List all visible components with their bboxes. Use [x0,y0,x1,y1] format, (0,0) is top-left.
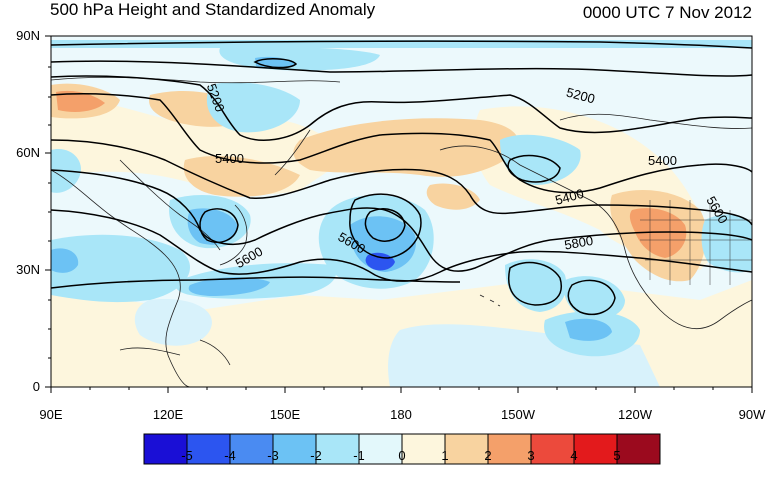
colorbar-label: -4 [224,448,236,463]
kamchatka-coastline [274,129,311,176]
contour-labels: 5200 5200 5400 5400 5400 5600 5600 5600 … [204,81,731,271]
x-axis-label: 120W [618,407,652,422]
positive-strong-region [629,208,687,258]
contour-label: 5400 [554,186,586,208]
colorbar-swatch [616,433,661,465]
contour-label: 5400 [648,153,677,168]
alaska-coastline [439,145,753,329]
negative-strong-region [51,248,79,273]
hawaii-islands [479,294,501,307]
negative-mid-region [701,214,752,273]
indonesia-coastline [119,339,231,366]
contour-label: 5200 [565,85,597,107]
y-axis-label: 30N [16,262,40,277]
colorbar-swatch [143,433,188,465]
north-america-coastline [559,113,753,129]
x-axis-label: 90E [39,407,63,422]
colorbar-swatch [530,433,575,465]
colorbar-label: 5 [613,448,621,463]
colorbar [143,433,661,465]
height-contours [50,40,753,316]
state-borders [640,200,752,285]
y-axis-label: 0 [32,379,40,394]
colorbar-swatch [401,433,446,465]
contour-line [50,169,753,272]
contour-line [349,193,422,259]
y-axis-label: 60N [16,145,40,160]
colorbar-label: 1 [441,448,449,463]
contour-line [508,261,562,306]
contour-line [50,139,753,226]
negative-mid-region [206,82,300,133]
anomaly-shading [51,40,752,387]
asia-coastline [50,169,191,388]
contour-line [364,208,406,242]
colorbar-swatch [487,433,532,465]
x-axis-label: 150E [269,407,301,422]
positive-strong-region [56,90,105,112]
colorbar-label: -5 [181,448,193,463]
negative-light-region [134,299,212,346]
x-axis-label: 180 [390,407,412,422]
contour-line [567,279,616,316]
contour-line [50,40,753,49]
contour-line [50,93,753,194]
positive-mid-region [293,118,519,177]
negative-mid-region [500,134,581,185]
colorbar-label: -1 [353,448,365,463]
contour-label: 5400 [215,151,244,166]
plot-frame [45,35,753,393]
negative-strong-region [565,318,612,341]
coastlines [50,76,753,388]
negative-mid-region [505,259,567,312]
contour-line [50,75,753,141]
x-axis-label: 90W [738,407,766,422]
x-axis-label: 150W [501,407,535,422]
arctic-coastline [50,76,341,84]
colorbar-label: 3 [527,448,535,463]
contour-label: 5800 [563,233,594,253]
contour-line [50,209,753,282]
y-axis-label: 90N [16,28,40,43]
contour-line [507,154,561,183]
x-axis-label: 120E [152,407,184,422]
japan-coastline [219,204,248,266]
negative-strong-region [187,208,238,245]
contour-line [50,276,461,289]
colorbar-swatch [573,433,618,465]
negative-deep-region [365,252,395,271]
contour-line [253,58,298,69]
timestamp: 0000 UTC 7 Nov 2012 [582,3,752,22]
colorbar-label: 0 [398,448,406,463]
colorbar-label: 2 [484,448,492,463]
contour-line [50,60,753,77]
positive-mid-region [183,155,300,197]
colorbar-swatch [272,433,317,465]
negative-mid-region [51,234,190,303]
colorbar-swatch [186,433,231,465]
chart-title: 500 hPa Height and Standardized Anomaly [50,0,376,19]
negative-strong-region [188,277,270,296]
colorbar-label: 4 [570,448,578,463]
colorbar-swatch [444,433,489,465]
asia-coastline [119,159,221,251]
contour-line [199,208,239,244]
colorbar-label: -3 [267,448,279,463]
colorbar-label: -2 [310,448,322,463]
